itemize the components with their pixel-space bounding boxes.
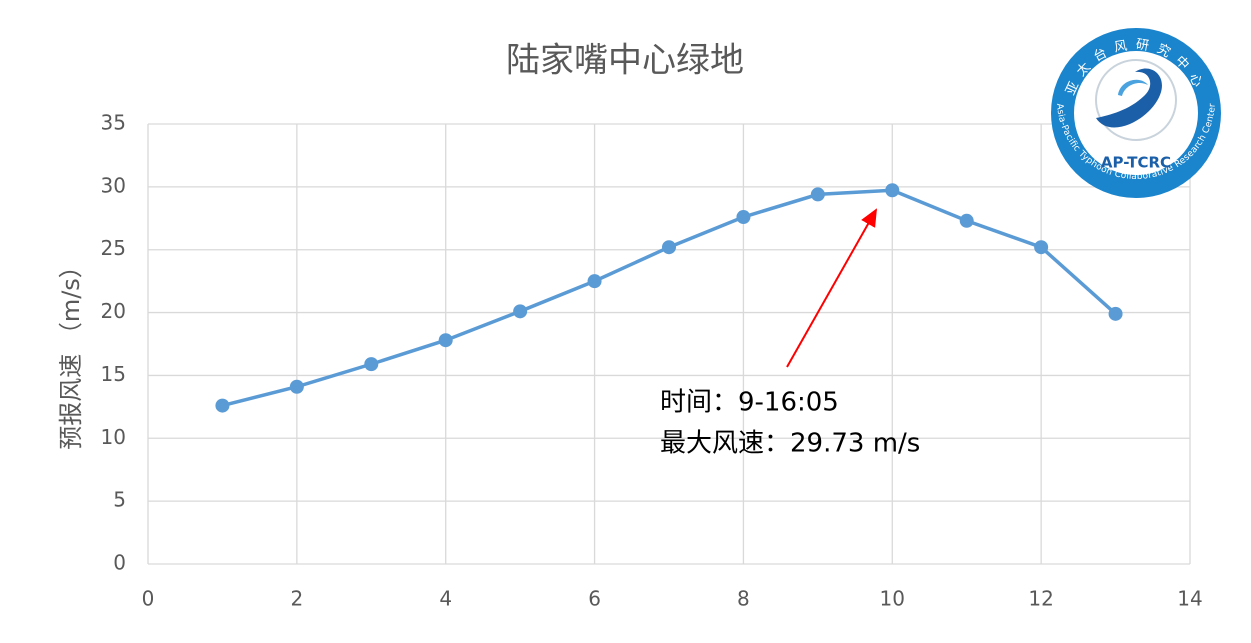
annotation: 时间：9-16:05: [660, 388, 839, 418]
x-tick-label: 6: [588, 587, 601, 611]
x-tick-label: 14: [1177, 587, 1202, 611]
chart-title: 陆家嘴中心绿地: [506, 41, 744, 81]
y-tick-label: 35: [101, 111, 126, 135]
data-point: [662, 240, 676, 255]
data-point: [513, 304, 528, 319]
logo-swirl: [1118, 79, 1148, 96]
data-point: [959, 213, 974, 228]
x-tick-label: 0: [142, 587, 155, 611]
data-point: [1108, 306, 1123, 321]
logo-globe: [1095, 59, 1177, 141]
x-tick-label: 8: [737, 587, 750, 611]
y-tick-label: 0: [113, 551, 126, 575]
data-point: [364, 357, 379, 372]
logo-swirl: [1096, 68, 1162, 128]
y-tick-label: 5: [113, 488, 126, 512]
data-point: [438, 333, 453, 348]
data-point: [1034, 240, 1049, 255]
logo-short: AP-TCRC: [1101, 154, 1171, 172]
x-tick-label: 4: [439, 587, 452, 611]
data-point: [736, 210, 751, 225]
x-tick-label: 2: [290, 587, 303, 611]
y-tick-label: 30: [101, 173, 126, 197]
data-point: [587, 274, 602, 289]
y-tick-label: 15: [101, 362, 126, 386]
y-tick-label: 20: [101, 299, 126, 323]
annotation-arrow: [786, 208, 877, 368]
grid: [147, 123, 1191, 565]
y-tick-label: 10: [101, 425, 126, 449]
data-point: [885, 183, 900, 198]
logo: 亚太台风研究中心 Asia-Pacific Typhoon Collaborat…: [1051, 28, 1221, 198]
data-point: [810, 187, 825, 202]
data-point: [215, 398, 230, 413]
data-point: [289, 379, 304, 394]
annotation: 最大风速：29.73 m/s: [660, 429, 920, 459]
x-tick-label: 10: [880, 587, 905, 611]
y-axis-label: 预报风速 （m/s）: [57, 254, 85, 450]
y-tick-label: 25: [101, 236, 126, 260]
series-line: [221, 188, 1117, 408]
x-tick-label: 12: [1028, 587, 1053, 611]
